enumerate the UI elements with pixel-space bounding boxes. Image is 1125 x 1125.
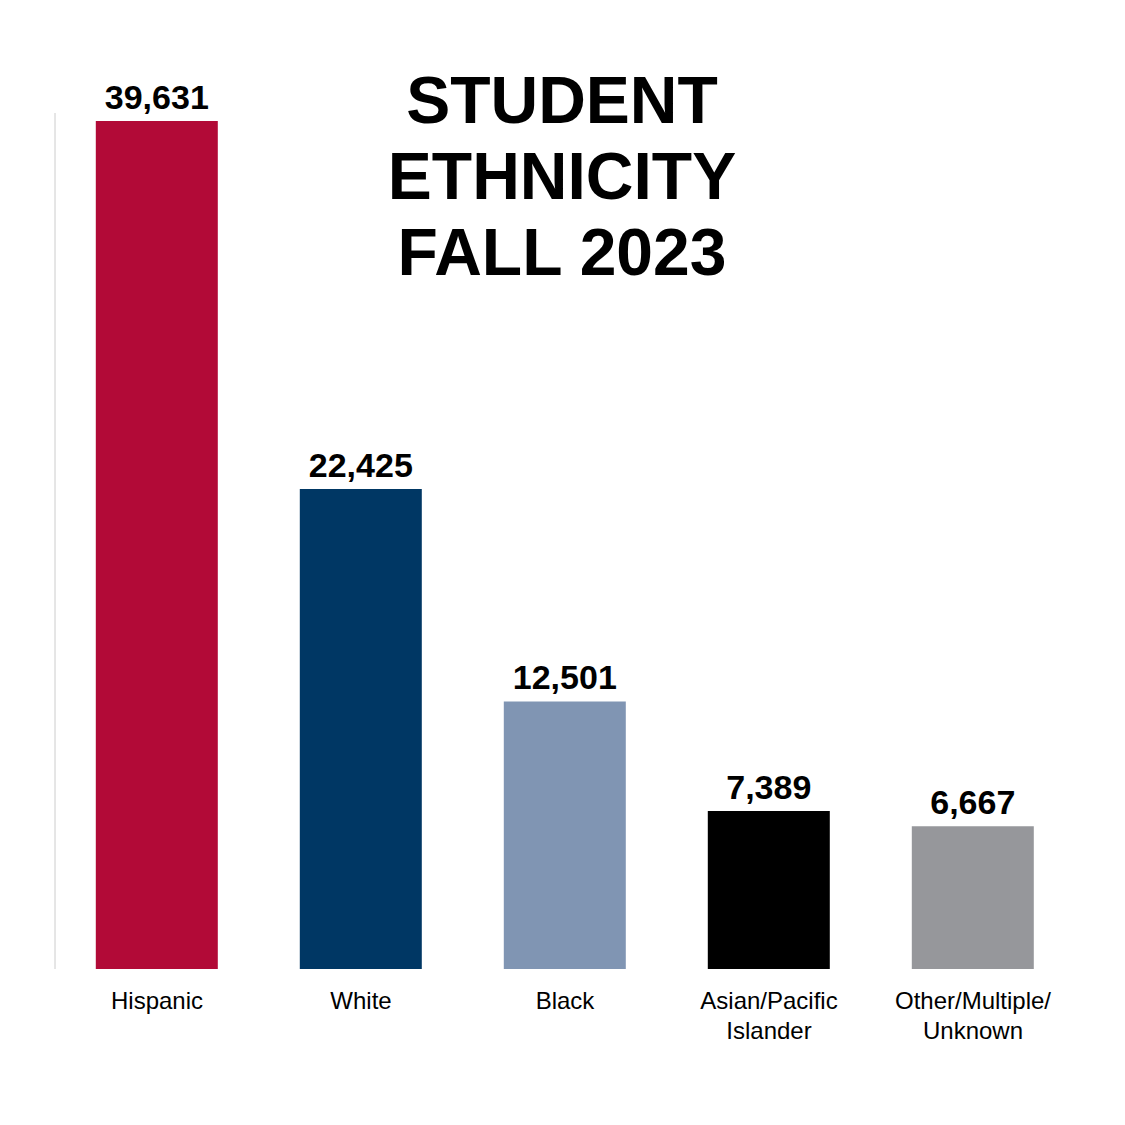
html-text:STUDENT: STUDENT — [406, 63, 718, 137]
svg-text:White: White — [330, 987, 391, 1014]
html-text:FALL 2023: FALL 2023 — [397, 215, 727, 289]
svg-text:12,501: 12,501 — [513, 658, 617, 696]
svg-text:Black: Black — [536, 987, 596, 1014]
svg-text:7,389: 7,389 — [726, 768, 811, 806]
svg-text:Hispanic: Hispanic — [111, 987, 203, 1014]
svg-text:22,425: 22,425 — [309, 446, 413, 484]
svg-text:Other/Multiple/Unknown: Other/Multiple/Unknown — [895, 987, 1051, 1044]
svg-text:Asian/PacificIslander: Asian/PacificIslander — [700, 987, 837, 1044]
html-text:ETHNICITY: ETHNICITY — [387, 139, 737, 213]
svg-text:6,667: 6,667 — [930, 783, 1015, 821]
svg-text:39,631: 39,631 — [105, 78, 209, 116]
